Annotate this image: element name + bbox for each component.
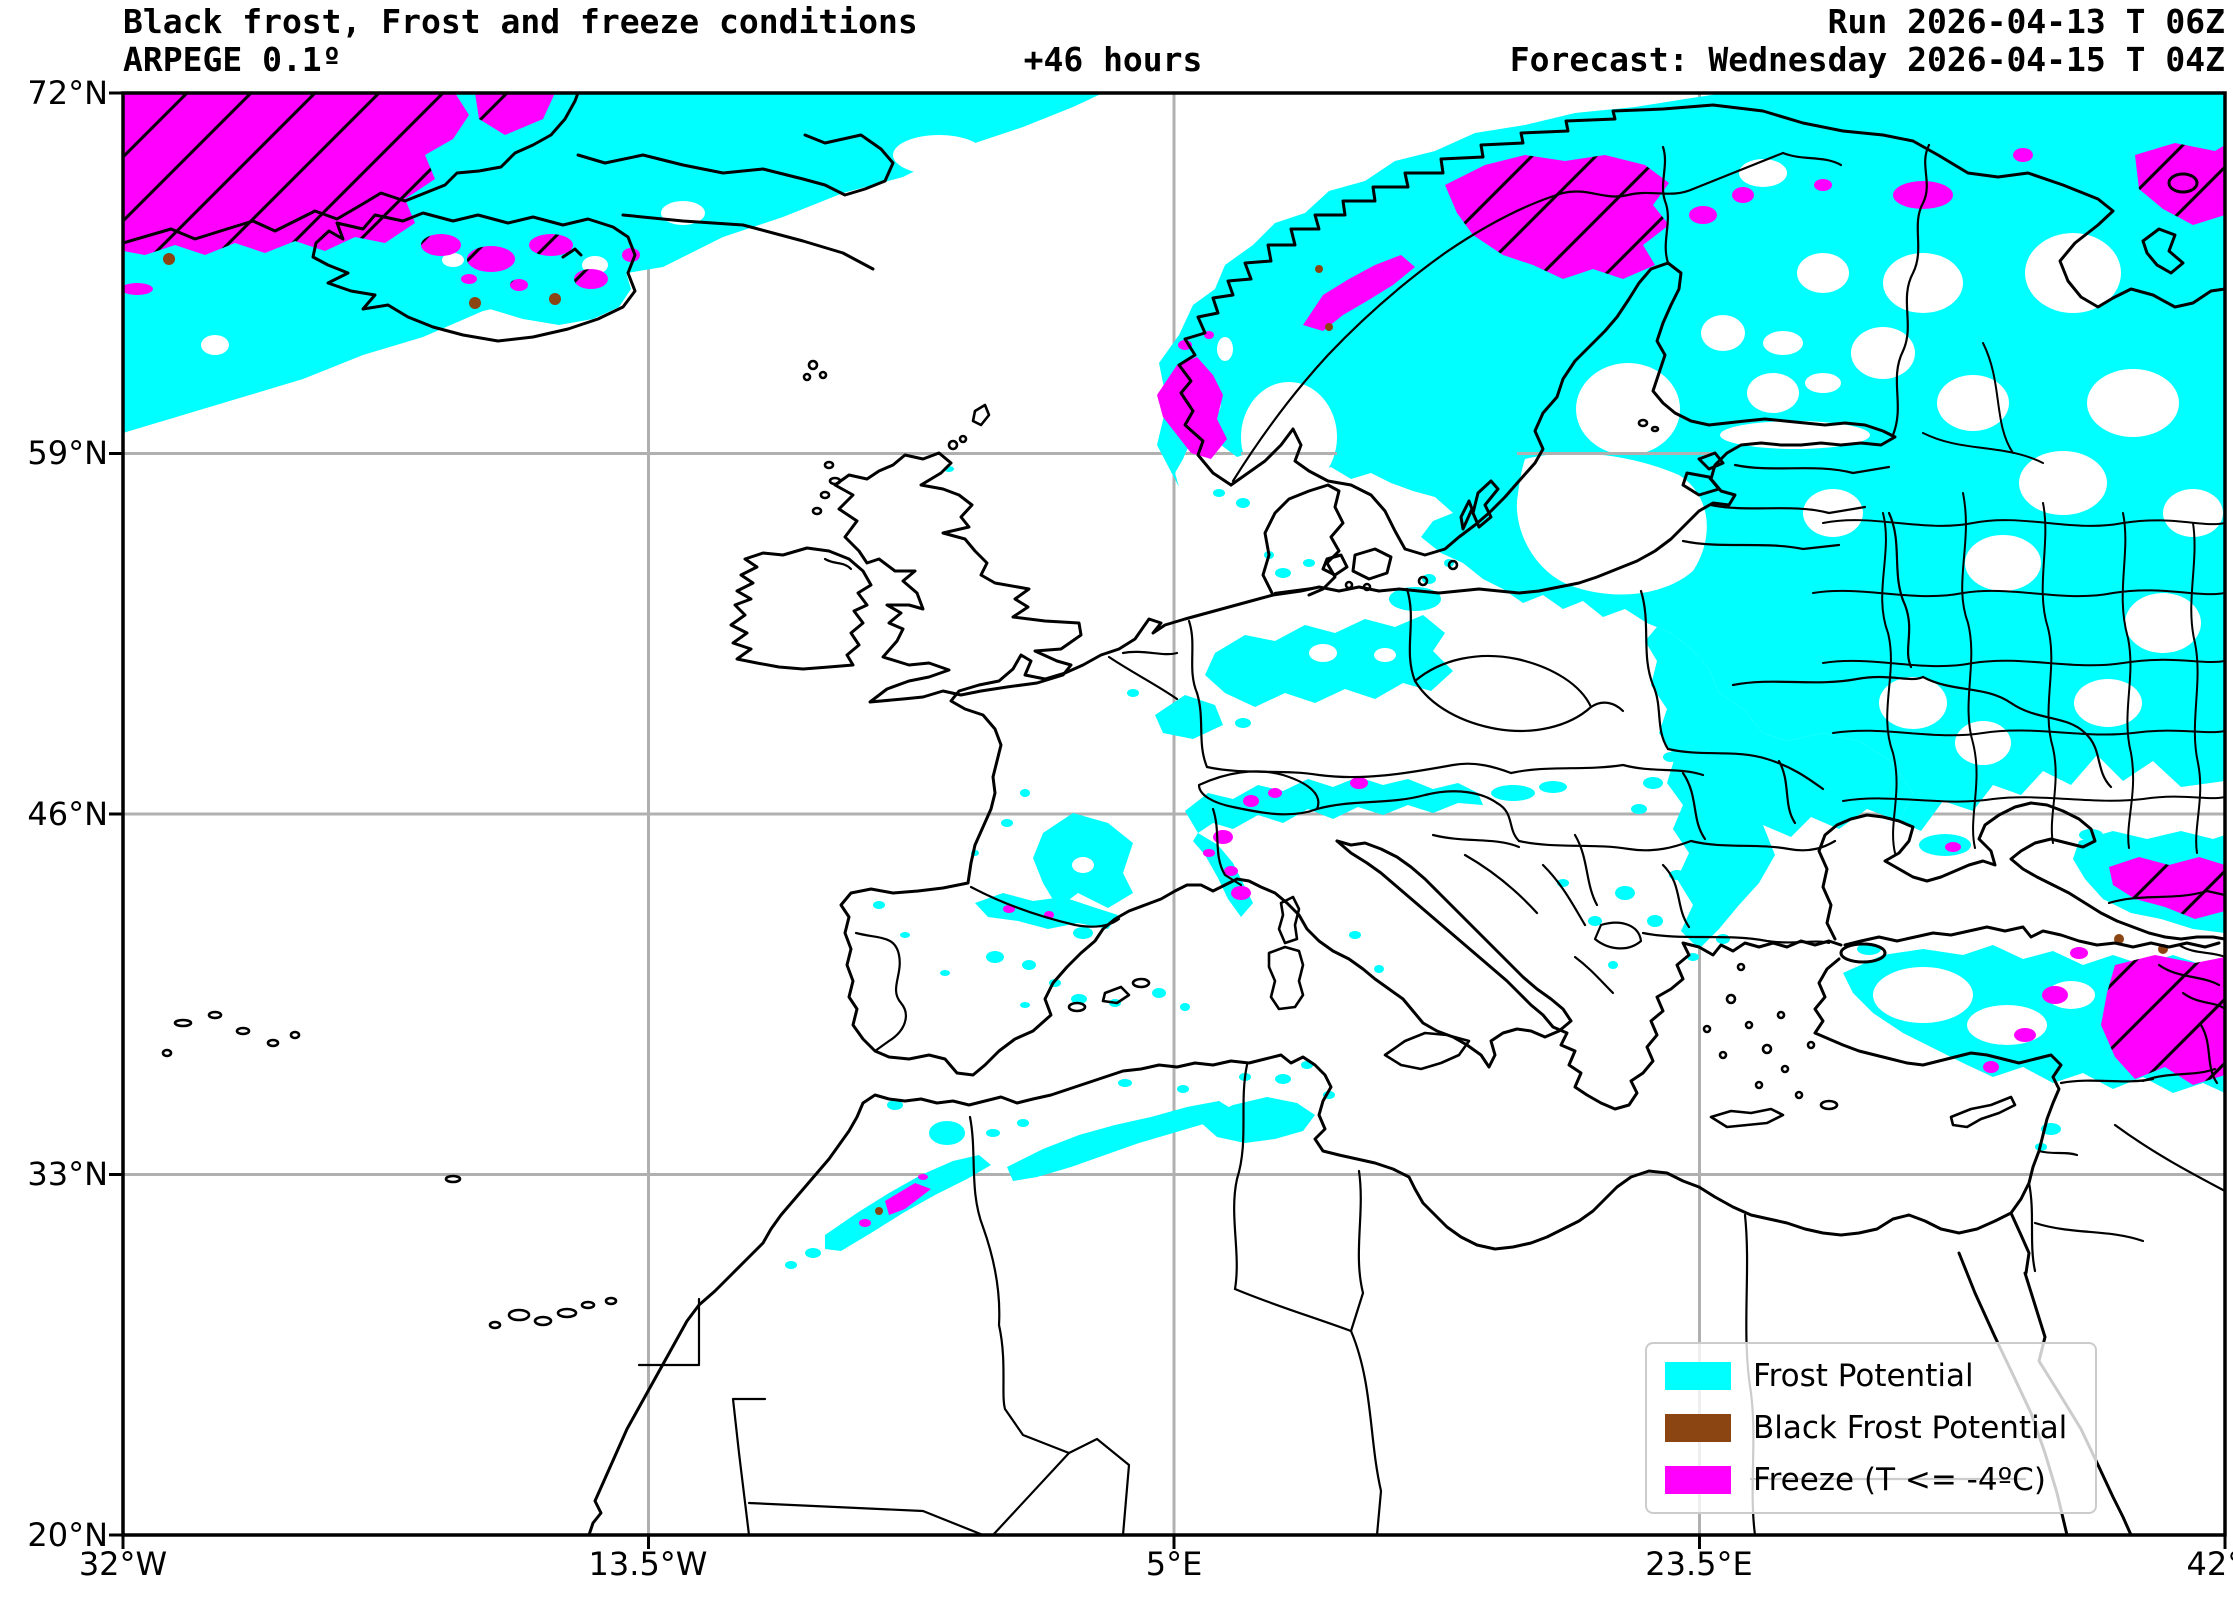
legend: Frost Potential Black Frost Potential Fr… <box>1645 1342 2097 1514</box>
frost-swatch <box>1665 1362 1731 1390</box>
y-tick-46n: 46°N <box>27 795 108 833</box>
x-tick-13-5w: 13.5°W <box>588 1545 708 1583</box>
forecast-label: Forecast: Wednesday 2026-04-15 T 04Z <box>1509 40 2225 79</box>
x-tick-32w: 32°W <box>78 1545 168 1583</box>
axis-ticks <box>109 91 2227 1549</box>
y-tick-59n: 59°N <box>27 434 108 472</box>
freeze-label: Freeze (T <= -4ºC) <box>1753 1462 2046 1498</box>
x-tick-5e: 5°E <box>1145 1545 1203 1583</box>
legend-item-black-frost: Black Frost Potential <box>1647 1410 2095 1446</box>
model-label: ARPEGE 0.1º <box>123 40 342 79</box>
x-tick-23-5e: 23.5°E <box>1645 1545 1753 1583</box>
chart-title: Black frost, Frost and freeze conditions <box>123 2 918 41</box>
freeze-fields <box>123 93 2225 1227</box>
legend-item-frost: Frost Potential <box>1647 1358 2095 1394</box>
y-tick-72n: 72°N <box>27 74 108 112</box>
region-borders <box>1812 342 2225 854</box>
island-layer <box>161 359 2017 1330</box>
black-frost-spots <box>163 253 2168 1215</box>
map-canvas <box>109 91 2227 1549</box>
black-frost-label: Black Frost Potential <box>1753 1410 2068 1446</box>
run-label: Run 2026-04-13 T 06Z <box>1827 2 2225 41</box>
freeze-swatch <box>1665 1466 1731 1494</box>
lead-time-label: +46 hours <box>1023 40 1203 79</box>
y-tick-33n: 33°N <box>27 1155 108 1193</box>
y-tick-20n: 20°N <box>27 1516 108 1554</box>
country-borders <box>637 143 2225 1535</box>
legend-item-freeze: Freeze (T <= -4ºC) <box>1647 1462 2095 1498</box>
x-tick-42e: 42°E <box>2186 1545 2233 1583</box>
black-frost-swatch <box>1665 1414 1731 1442</box>
frost-label: Frost Potential <box>1753 1358 1974 1394</box>
